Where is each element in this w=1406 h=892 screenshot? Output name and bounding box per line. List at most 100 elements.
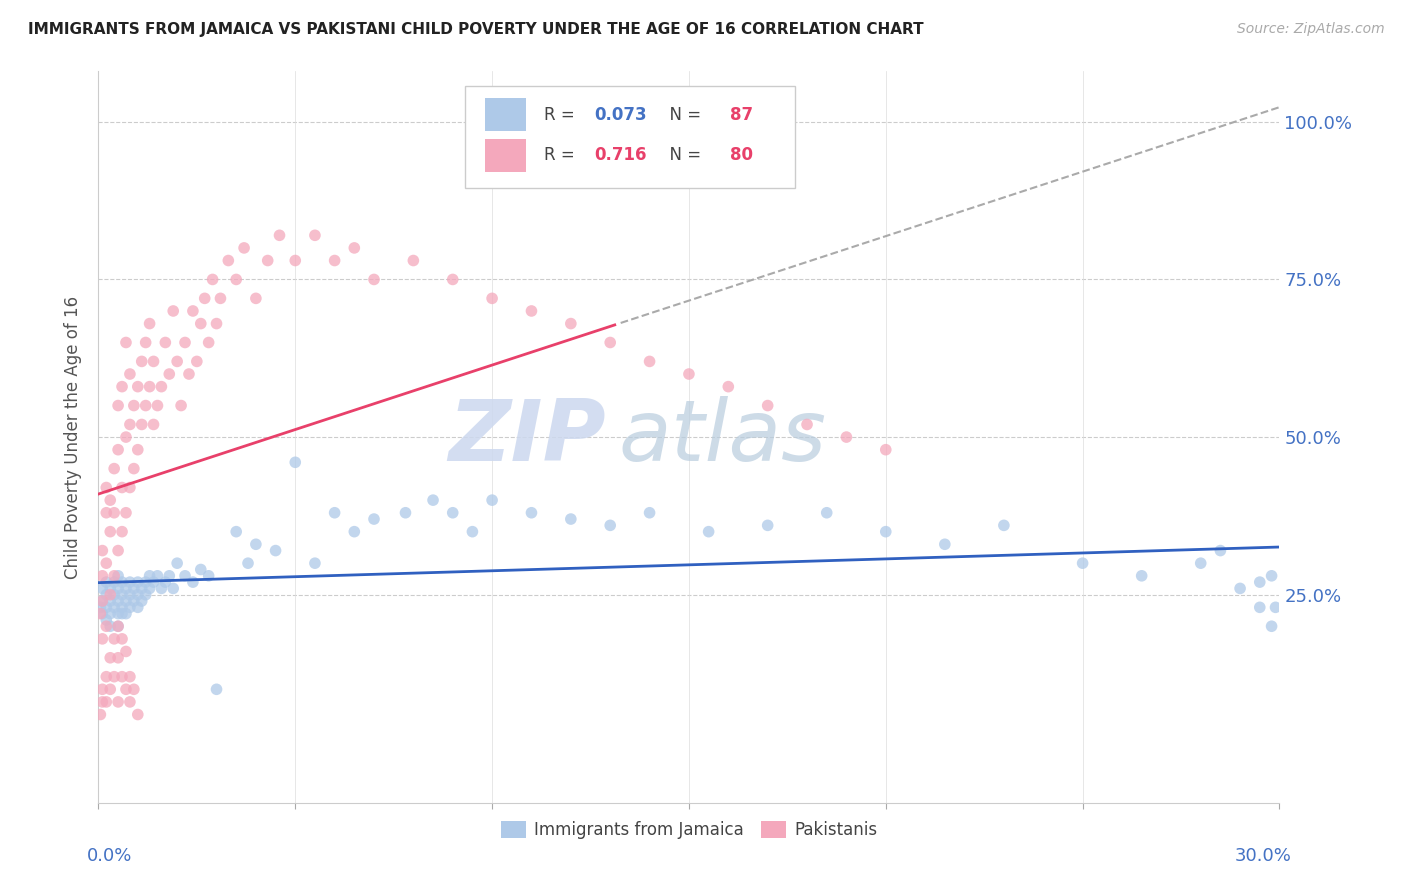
- Text: 0.0%: 0.0%: [87, 847, 132, 864]
- Point: [118, 417, 141, 432]
- Point: [103, 670, 125, 684]
- Point: [481, 291, 503, 305]
- Point: [190, 562, 212, 576]
- Point: [520, 506, 543, 520]
- Point: [103, 506, 125, 520]
- Point: [875, 524, 897, 539]
- Point: [993, 518, 1015, 533]
- Point: [678, 367, 700, 381]
- Point: [122, 594, 145, 608]
- Point: [135, 399, 157, 413]
- Text: 87: 87: [730, 106, 754, 124]
- Point: [138, 317, 160, 331]
- Point: [111, 575, 134, 590]
- Point: [441, 272, 464, 286]
- Point: [599, 335, 621, 350]
- Point: [127, 707, 149, 722]
- Point: [209, 291, 232, 305]
- Point: [245, 537, 267, 551]
- Point: [98, 594, 121, 608]
- Point: [115, 582, 138, 596]
- Point: [174, 569, 197, 583]
- Point: [107, 619, 129, 633]
- Point: [256, 253, 278, 268]
- Point: [107, 607, 129, 621]
- Point: [98, 650, 121, 665]
- Point: [697, 524, 720, 539]
- Point: [304, 556, 326, 570]
- Point: [96, 619, 118, 633]
- Point: [186, 354, 208, 368]
- Text: ZIP: ZIP: [449, 395, 606, 479]
- Point: [107, 569, 129, 583]
- Point: [135, 575, 157, 590]
- Point: [205, 317, 228, 331]
- Point: [1209, 543, 1232, 558]
- Point: [756, 518, 779, 533]
- FancyBboxPatch shape: [464, 86, 796, 188]
- Point: [162, 582, 184, 596]
- Point: [520, 304, 543, 318]
- Point: [269, 228, 291, 243]
- Text: atlas: atlas: [619, 395, 827, 479]
- Point: [875, 442, 897, 457]
- Point: [155, 335, 177, 350]
- Point: [107, 399, 129, 413]
- Point: [91, 582, 114, 596]
- Point: [131, 417, 153, 432]
- Point: [91, 682, 114, 697]
- Point: [115, 682, 138, 697]
- Point: [107, 619, 129, 633]
- Point: [174, 335, 197, 350]
- Point: [91, 695, 114, 709]
- Point: [166, 354, 188, 368]
- Point: [107, 594, 129, 608]
- Point: [190, 317, 212, 331]
- Text: IMMIGRANTS FROM JAMAICA VS PAKISTANI CHILD POVERTY UNDER THE AGE OF 16 CORRELATI: IMMIGRANTS FROM JAMAICA VS PAKISTANI CHI…: [28, 22, 924, 37]
- Point: [111, 600, 134, 615]
- Point: [201, 272, 224, 286]
- Point: [197, 569, 219, 583]
- Point: [1130, 569, 1153, 583]
- Point: [236, 556, 259, 570]
- Point: [96, 613, 118, 627]
- Point: [96, 506, 118, 520]
- Text: R =: R =: [544, 106, 579, 124]
- Point: [1071, 556, 1094, 570]
- Text: 30.0%: 30.0%: [1234, 847, 1291, 864]
- Point: [118, 575, 141, 590]
- Text: 0.073: 0.073: [595, 106, 647, 124]
- Point: [756, 399, 779, 413]
- Point: [91, 594, 114, 608]
- Point: [205, 682, 228, 697]
- Point: [166, 556, 188, 570]
- Text: 80: 80: [730, 146, 754, 164]
- Point: [323, 253, 346, 268]
- Point: [96, 670, 118, 684]
- Point: [1264, 600, 1286, 615]
- Point: [181, 304, 204, 318]
- Point: [135, 335, 157, 350]
- Point: [323, 506, 346, 520]
- Point: [111, 632, 134, 646]
- Point: [127, 575, 149, 590]
- Point: [162, 304, 184, 318]
- Point: [225, 272, 247, 286]
- Point: [115, 644, 138, 658]
- Point: [638, 354, 661, 368]
- Point: [98, 682, 121, 697]
- Point: [115, 594, 138, 608]
- Point: [1249, 600, 1271, 615]
- Point: [560, 512, 582, 526]
- Point: [98, 582, 121, 596]
- Point: [98, 524, 121, 539]
- Point: [103, 632, 125, 646]
- Point: [138, 582, 160, 596]
- Point: [638, 506, 661, 520]
- Point: [122, 682, 145, 697]
- Point: [225, 524, 247, 539]
- Point: [103, 600, 125, 615]
- Point: [103, 461, 125, 475]
- Point: [422, 493, 444, 508]
- Point: [96, 575, 118, 590]
